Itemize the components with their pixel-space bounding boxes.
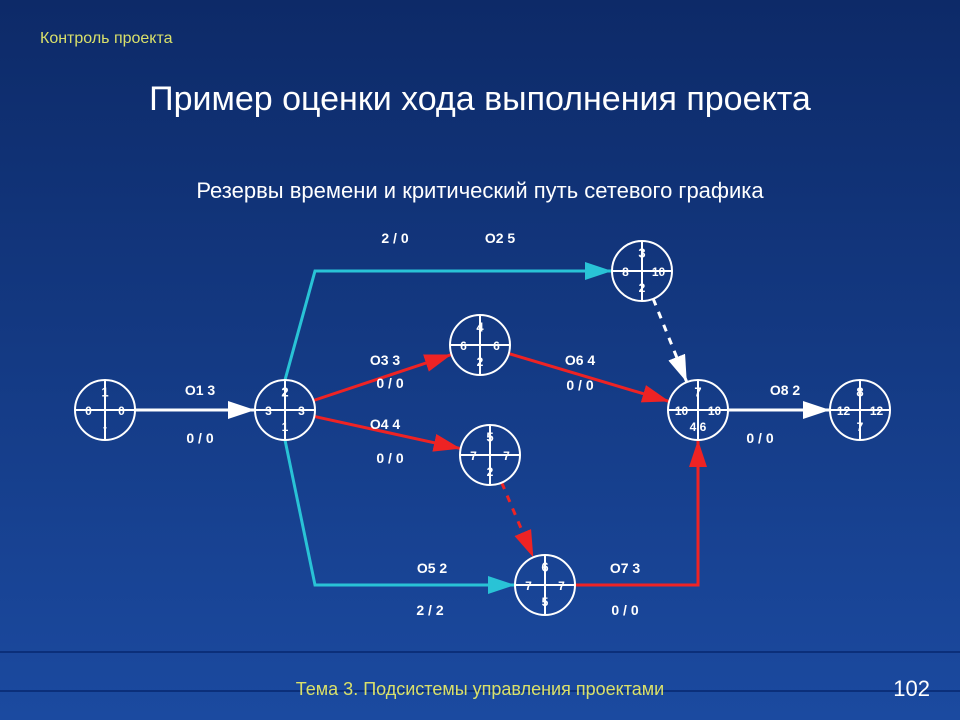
- node-3: 38 10 2: [612, 241, 672, 301]
- reserve-label: 2 / 0: [381, 230, 408, 246]
- dummy-edge: [502, 483, 534, 558]
- page-title: Пример оценки хода выполнения проекта: [0, 80, 960, 119]
- node-right: 6: [493, 339, 500, 353]
- breadcrumb: Контроль проекта: [40, 30, 173, 48]
- edge-label: O6 4: [565, 352, 596, 368]
- node-top: 4: [476, 320, 484, 335]
- reserve-label: 0 / 0: [746, 430, 773, 446]
- footer-divider: [0, 651, 960, 653]
- node-bottom: 7: [857, 420, 864, 434]
- node-left: 3: [265, 404, 272, 418]
- edge-label: O5 2: [417, 560, 448, 576]
- node-right: 10: [652, 265, 666, 279]
- node-left: 7: [525, 579, 532, 593]
- node-bottom: 2: [477, 355, 484, 369]
- edge-label: O4 4: [370, 416, 401, 432]
- node-bottom: 2: [487, 465, 494, 479]
- node-2: 23 31: [255, 380, 315, 440]
- node-left: 7: [470, 449, 477, 463]
- reserve-label: 0 / 0: [186, 430, 213, 446]
- node-top: 2: [281, 385, 288, 400]
- node-right: 7: [558, 579, 565, 593]
- node-top: 1: [101, 385, 108, 400]
- node-top: 8: [856, 385, 863, 400]
- node-left: 0: [85, 404, 92, 418]
- reserve-label: 0 / 0: [566, 377, 593, 393]
- edge-label: O3 3: [370, 352, 401, 368]
- network-diagram: O1 3 0 / 0 O2 5 2 / 0 O3 3 0 / 0 O4 4 0 / 0 O5 2…: [40, 215, 920, 645]
- node-right: 0: [118, 404, 125, 418]
- diagram-svg: O1 3 0 / 0 O2 5 2 / 0 O3 3 0 / 0 O4 4 0 / 0 O5 2…: [40, 215, 920, 645]
- node-top: 6: [541, 560, 548, 575]
- reserve-label: 2 / 2: [416, 602, 443, 618]
- node-6: 67 75: [515, 555, 575, 615]
- reserve-label: 0 / 0: [376, 450, 403, 466]
- node-bottom: 1: [282, 420, 289, 434]
- node-left: 12: [837, 404, 851, 418]
- edge-label: O2 5: [485, 230, 516, 246]
- node-7: 7 10 104.6: [668, 380, 728, 440]
- node-right: 10: [708, 404, 722, 418]
- node-right: 7: [503, 449, 510, 463]
- page-number: 102: [893, 676, 930, 702]
- node-1: 10 0-: [75, 380, 135, 440]
- node-top: 5: [486, 430, 493, 445]
- node-top: 7: [694, 385, 701, 400]
- node-8: 8 12 12 7: [830, 380, 890, 440]
- edge-label: O1 3: [185, 382, 216, 398]
- footer-text: Тема 3. Подсистемы управления проектами: [0, 679, 960, 700]
- node-top: 3: [638, 246, 645, 261]
- reserve-label: 0 / 0: [611, 602, 638, 618]
- edge-label: O7 3: [610, 560, 641, 576]
- node-right: 3: [298, 404, 305, 418]
- edge-O2: [285, 271, 612, 380]
- node-left: 8: [622, 265, 629, 279]
- page-subtitle: Резервы времени и критический путь сетев…: [0, 178, 960, 204]
- node-bottom: 2: [639, 281, 646, 295]
- node-5: 57 72: [460, 425, 520, 485]
- node-bottom: -: [103, 420, 107, 434]
- node-left: 6: [460, 339, 467, 353]
- reserve-label: 0 / 0: [376, 375, 403, 391]
- node-left: 10: [675, 404, 689, 418]
- node-bottom: 5: [542, 595, 549, 609]
- node-bottom: 4.6: [690, 420, 707, 434]
- node-right: 12: [870, 404, 884, 418]
- dummy-edge: [653, 299, 687, 382]
- node-4: 46 62: [450, 315, 510, 375]
- edge-label: O8 2: [770, 382, 801, 398]
- slide: Контроль проекта Пример оценки хода выпо…: [0, 0, 960, 720]
